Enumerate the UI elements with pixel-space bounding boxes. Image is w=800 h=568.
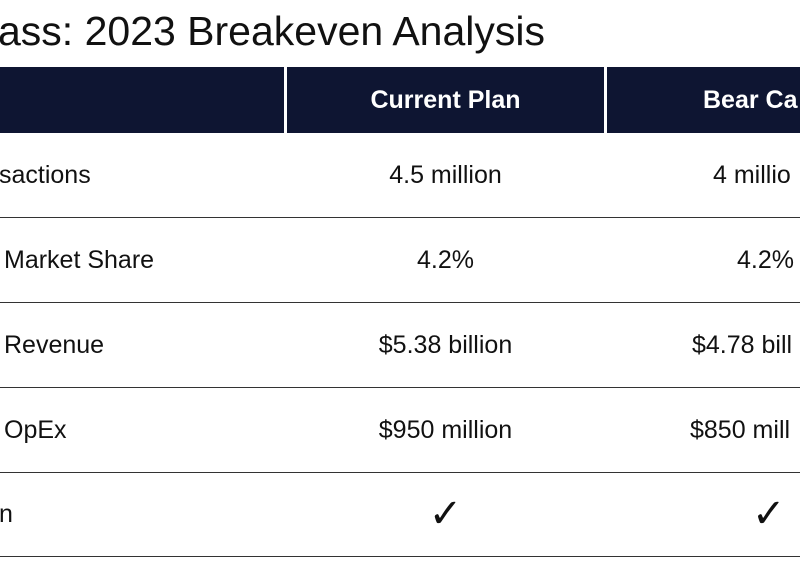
row-divider <box>0 302 800 303</box>
header-cell: Current Plan <box>370 86 521 114</box>
row-divider <box>0 472 800 473</box>
cell-value: 4.2% <box>737 246 794 274</box>
page-title: ass: 2023 Breakeven Analysis <box>0 8 545 54</box>
cell-value: ✓ <box>428 491 463 537</box>
cell-value: 4.2% <box>417 246 474 274</box>
row-label: Market Share <box>4 246 155 274</box>
row-divider <box>0 387 800 388</box>
cell-value: $4.78 bill <box>692 331 793 359</box>
row-divider <box>0 217 800 218</box>
cell-value: $5.38 billion <box>378 331 513 359</box>
cell-value: ✓ <box>752 491 786 537</box>
cell-value: 4 millio <box>713 161 791 189</box>
cell-value: 4.5 million <box>389 161 502 189</box>
row-label: Revenue <box>4 331 105 359</box>
header-cell: Bear Ca <box>703 86 798 114</box>
column-separator <box>604 67 607 133</box>
cell-value: $850 mill <box>690 416 791 444</box>
row-label: n <box>0 500 13 528</box>
column-separator <box>284 67 287 133</box>
row-label: OpEx <box>4 416 67 444</box>
table-header <box>0 67 800 133</box>
row-label: sactions <box>0 161 91 189</box>
row-divider <box>0 556 800 557</box>
cell-value: $950 million <box>378 416 513 444</box>
